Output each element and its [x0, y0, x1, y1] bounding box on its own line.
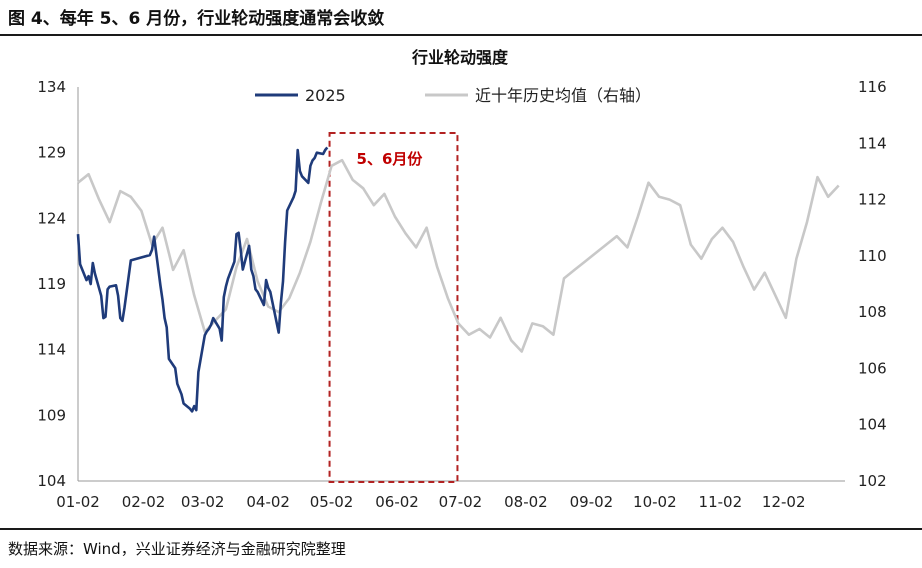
y-left-tick-label: 134 [37, 78, 66, 96]
x-tick-label: 03-02 [181, 493, 225, 511]
legend: 2025 近十年历史均值（右轴） [255, 86, 651, 105]
y-right-tick-label: 104 [858, 416, 887, 434]
x-tick-label: 07-02 [439, 493, 483, 511]
y-right-tick-label: 108 [858, 303, 887, 321]
y-left-tick-label: 124 [37, 209, 66, 227]
legend-label-2025: 2025 [305, 86, 346, 105]
x-tick-labels: 01-02 02-02 03-02 04-02 05-02 06-02 07-02 08-02… [56, 493, 805, 511]
source-note: 数据来源：Wind，兴业证券经济与金融研究院整理 [8, 540, 346, 558]
y-left-tick-label: 119 [37, 275, 66, 293]
y-right-tick-label: 102 [858, 472, 887, 490]
y-right-tick-label: 114 [858, 134, 887, 152]
x-tick-label: 09-02 [570, 493, 614, 511]
y-right-tick-label: 106 [858, 359, 887, 377]
x-tick-label: 08-02 [504, 493, 548, 511]
highlight-box [328, 132, 459, 483]
legend-label-historical-avg: 近十年历史均值（右轴） [475, 86, 651, 105]
x-tick-label: 11-02 [699, 493, 743, 511]
chart-title: 行业轮动强度 [411, 48, 509, 67]
series-line-2025 [76, 146, 329, 413]
x-tick-label: 12-02 [762, 493, 806, 511]
series-line-historical-avg [77, 158, 840, 353]
y-right-tick-labels: 102 104 106 108 110 112 114 116 [858, 78, 887, 490]
x-tick-label: 04-02 [246, 493, 290, 511]
y-right-tick-label: 116 [858, 78, 887, 96]
x-tick-label: 06-02 [375, 493, 419, 511]
y-left-tick-label: 114 [37, 341, 66, 359]
x-tick-label: 02-02 [122, 493, 166, 511]
y-left-tick-labels: 104 109 114 119 124 129 134 [37, 78, 66, 490]
x-tick-label: 05-02 [310, 493, 354, 511]
y-left-tick-label: 129 [37, 144, 66, 162]
y-right-tick-label: 112 [858, 191, 887, 209]
title-rule [0, 34, 922, 36]
y-right-tick-label: 110 [858, 247, 887, 265]
figure-title: 图 4、每年 5、6 月份，行业轮动强度通常会收敛 [8, 9, 385, 29]
source-rule [0, 528, 922, 530]
series-group [76, 146, 840, 413]
x-tick-label: 01-02 [56, 493, 100, 511]
y-left-tick-label: 104 [37, 472, 66, 490]
highlight-label: 5、6月份 [357, 150, 424, 168]
highlight-region: 5、6月份 [328, 132, 459, 483]
y-left-tick-label: 109 [37, 406, 66, 424]
x-tick-label: 10-02 [633, 493, 677, 511]
